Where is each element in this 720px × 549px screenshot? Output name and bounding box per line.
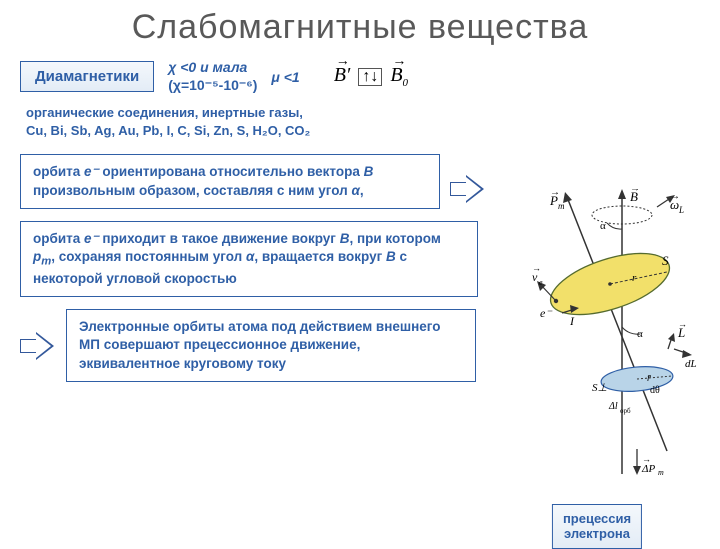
svg-text:→: → <box>532 263 541 273</box>
examples: органические соединения, инертные газы, … <box>26 104 485 140</box>
diagram-caption: прецессияэлектрона <box>552 504 642 549</box>
svg-text:m: m <box>658 468 664 477</box>
svg-text:→: → <box>550 189 560 198</box>
svg-text:dL: dL <box>685 358 697 370</box>
textbox-2: орбита e⁻ приходит в такое движение вокр… <box>20 221 478 297</box>
arrow-icon <box>450 175 485 201</box>
precession-diagram: L dL P m B ω L α S r v e <box>492 189 702 479</box>
svg-text:→: → <box>642 454 651 464</box>
svg-text:e: e <box>539 278 543 287</box>
svg-text:I: I <box>569 314 575 328</box>
svg-text:dθ: dθ <box>650 385 660 396</box>
svg-text:α: α <box>600 220 606 232</box>
svg-text:→: → <box>670 191 680 202</box>
diamagnetics-tag: Диамагнетики <box>20 61 154 92</box>
svg-text:→: → <box>678 319 687 329</box>
field-vectors: →B′ ↑↓ →B0 <box>334 64 408 89</box>
svg-text:орб: орб <box>620 407 631 415</box>
svg-text:e⁻: e⁻ <box>540 306 553 320</box>
header-row: Диамагнетики χ <0 и мала (χ=10⁻⁵-10⁻⁶) μ… <box>20 59 700 94</box>
svg-text:→: → <box>630 189 640 194</box>
textbox-1: орбита e⁻ ориентирована относительно век… <box>20 154 440 208</box>
svg-text:r: r <box>632 272 637 284</box>
svg-text:ΔP: ΔP <box>641 463 655 475</box>
chi-text: χ <0 и мала (χ=10⁻⁵-10⁻⁶) <box>168 59 257 94</box>
svg-text:Δl: Δl <box>608 401 618 412</box>
diagram-area: L dL P m B ω L α S r v e <box>492 189 702 549</box>
mu-text: μ <1 <box>271 69 299 85</box>
svg-text:S: S <box>662 253 669 268</box>
svg-text:α: α <box>637 328 643 340</box>
textbox-3: Электронные орбиты атома под действием в… <box>66 309 476 382</box>
svg-text:m: m <box>558 201 565 211</box>
svg-text:L: L <box>678 205 684 215</box>
arrow-icon <box>20 332 56 358</box>
slide-title: Слабомагнитные вещества <box>0 0 720 59</box>
svg-text:S⊥: S⊥ <box>592 382 607 394</box>
